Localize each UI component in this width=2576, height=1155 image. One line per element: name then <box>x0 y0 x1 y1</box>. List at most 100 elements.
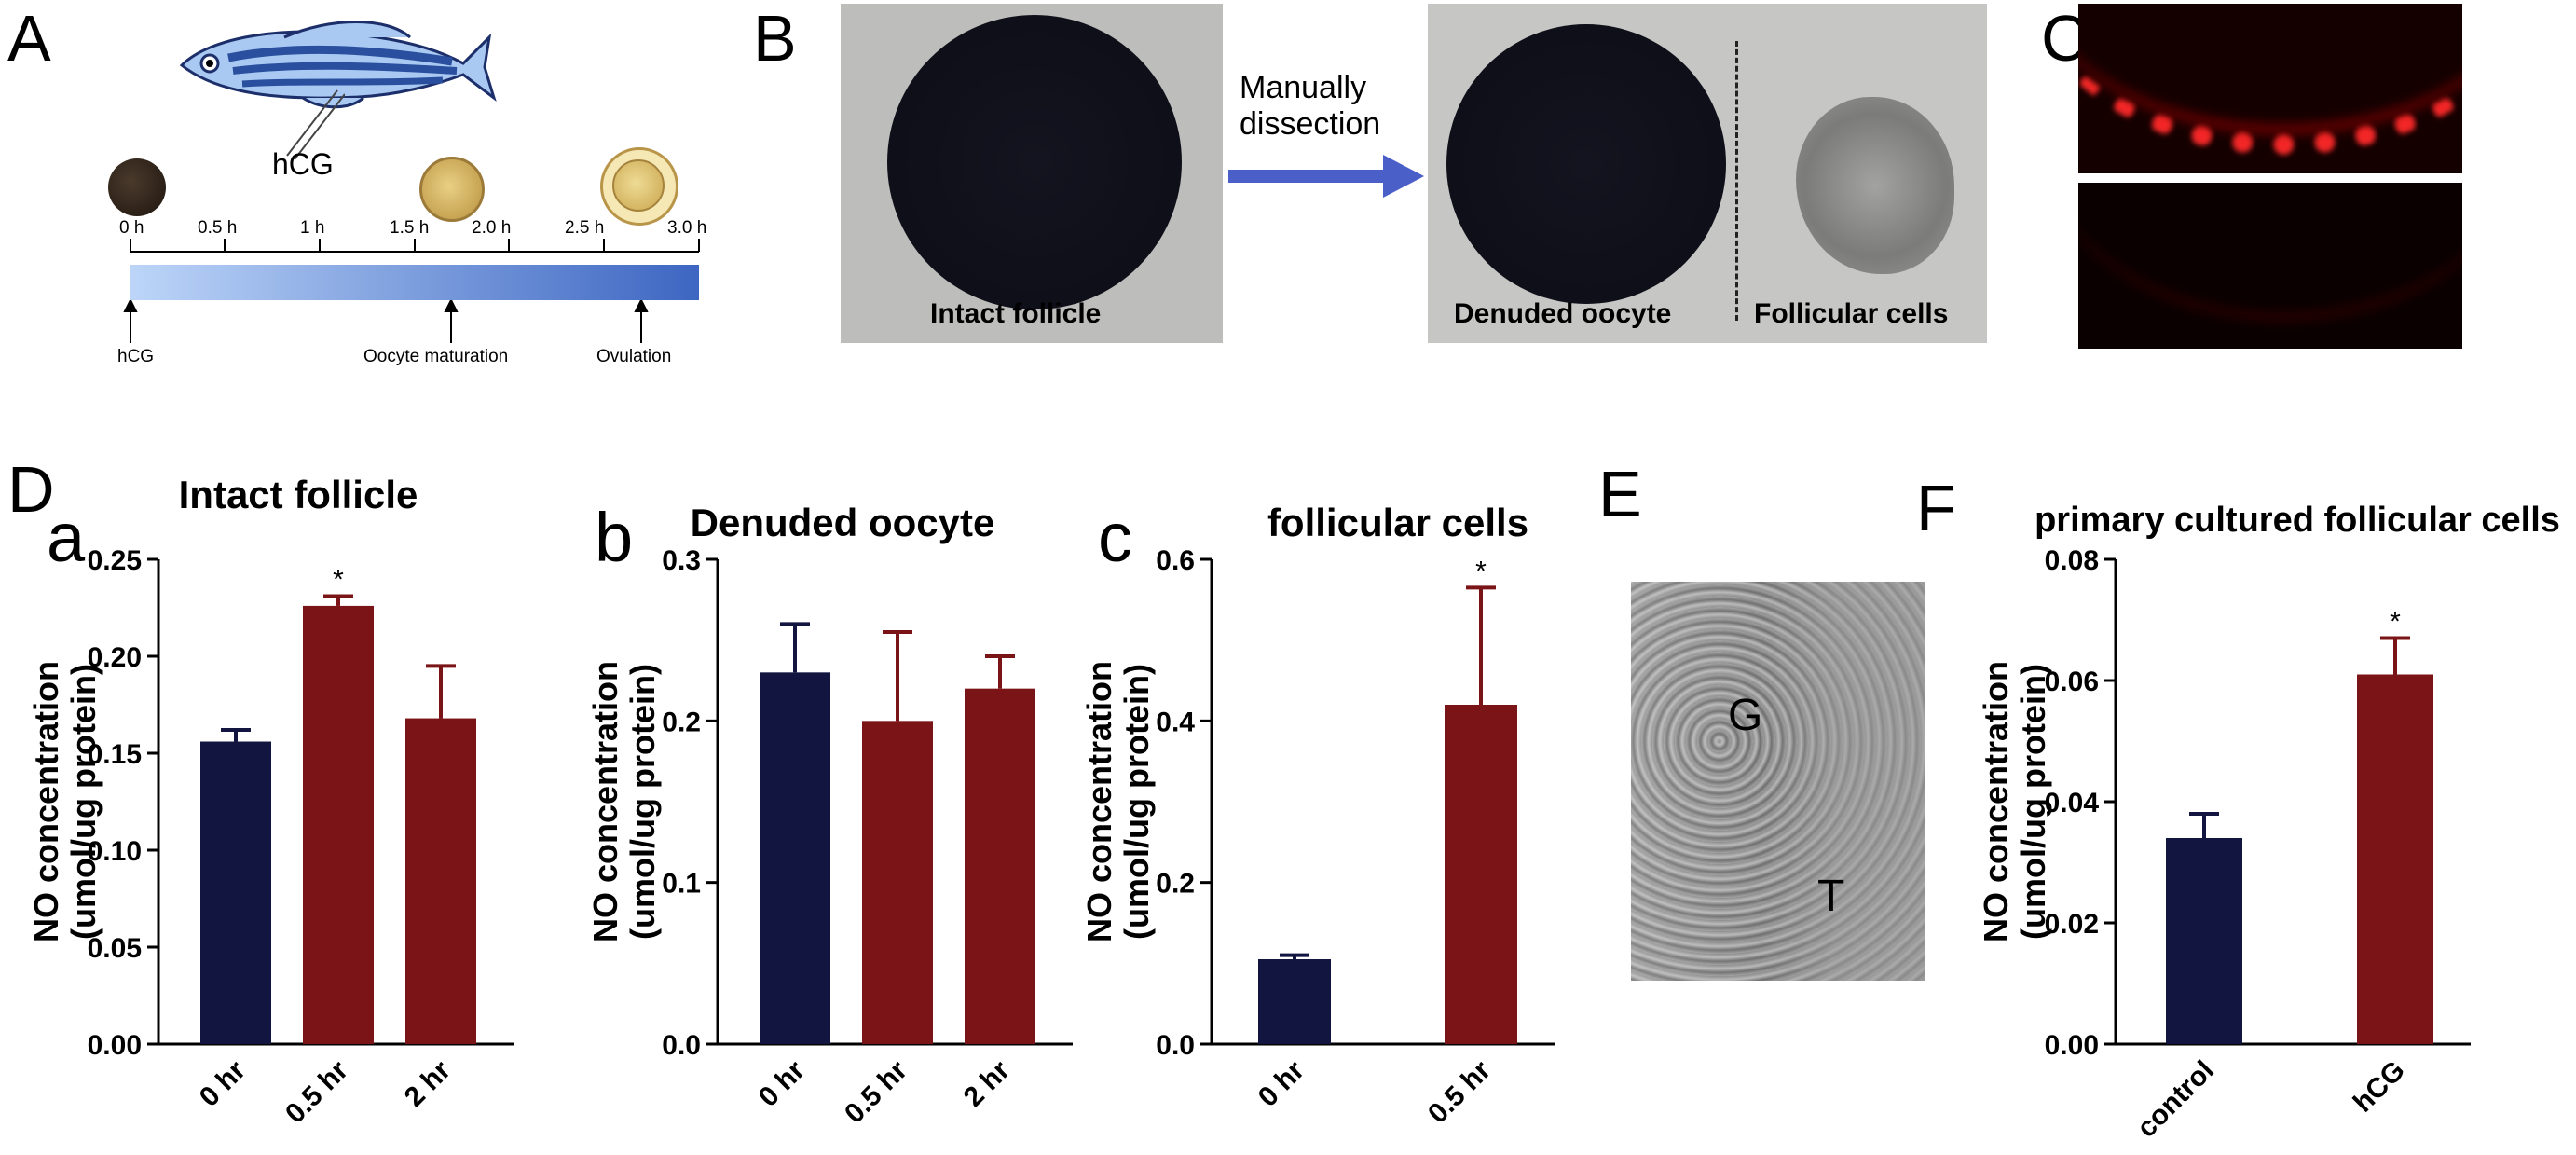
tick-label-1h: 1 h <box>300 218 325 238</box>
y-axis-label-line2: (umol/ug protein) <box>1117 664 1156 940</box>
bar <box>405 718 476 1044</box>
chart-f: primary cultured follicular cells NO conc… <box>1977 501 2560 1144</box>
zebrafish-illustration <box>179 21 497 109</box>
y-tick-label: 0.6 <box>1156 545 1195 576</box>
arrow-label-line2: dissection <box>1240 106 1381 143</box>
bar <box>965 688 1035 1044</box>
x-tick-label-group: 0.5 hr <box>280 1054 354 1129</box>
follicular-cell-layer <box>1796 97 1954 274</box>
chart-b: Denuded oocyte NO concentration (umol/ug p… <box>586 501 1073 1130</box>
x-tick-label-group: 0.5 hr <box>839 1054 913 1129</box>
hcg-label: hCG <box>272 147 334 181</box>
panel-letter-b: B <box>753 2 797 75</box>
event-arrows <box>123 300 649 343</box>
y-tick-label: 0.05 <box>88 933 142 964</box>
maturing-oocyte-icon <box>419 157 485 222</box>
sub-letter-c: c <box>1098 499 1132 576</box>
x-tick-label-group: 0 hr <box>1253 1054 1310 1112</box>
y-tick-label: 0.02 <box>2045 909 2099 940</box>
y-axis-label-line2: (umol/ug protein) <box>623 664 662 940</box>
intact-follicle-label: Intact follicle <box>930 298 1102 329</box>
panel-letter-e: E <box>1598 458 1642 530</box>
y-axis-label: NO concentration (umol/ug protein) <box>1081 661 1156 942</box>
event-label-ovulation: Ovulation <box>596 347 672 366</box>
bar <box>303 605 374 1044</box>
y-axis-label-line2: (umol/ug protein) <box>2014 664 2052 940</box>
immature-oocyte-icon <box>108 158 166 216</box>
x-tick-label: 0 hr <box>753 1054 811 1112</box>
panel-letter-f: F <box>1916 472 1956 544</box>
chart-title: primary cultured follicular cells <box>2035 501 2560 540</box>
panel-letter-d: D <box>7 453 55 526</box>
y-tick-label: 0.20 <box>88 642 142 673</box>
y-tick-label: 0.3 <box>662 545 701 576</box>
y-tick-label: 0.06 <box>2045 667 2099 697</box>
x-tick-label: hCG <box>2348 1055 2411 1119</box>
significance-marker: * <box>2390 607 2401 638</box>
y-tick-label: 0.25 <box>88 545 142 576</box>
photo-divider <box>1735 41 1738 321</box>
x-tick-label-group: hCG <box>2348 1055 2411 1119</box>
y-tick-label: 0.1 <box>662 869 701 900</box>
significance-marker: * <box>1475 556 1487 586</box>
y-tick-label: 0.0 <box>662 1030 701 1061</box>
x-tick-label: 0 hr <box>1253 1054 1310 1112</box>
tick-label-2h: 2.0 h <box>472 218 512 238</box>
y-tick-label: 0.2 <box>662 707 701 737</box>
x-tick-label: 2 hr <box>399 1054 457 1112</box>
hcg-injection-line <box>286 89 345 160</box>
chart-title: Denuded oocyte <box>691 501 995 544</box>
y-axis-label-line1: NO concentration <box>1977 661 2015 942</box>
tick-label-2-5h: 2.5 h <box>565 218 605 238</box>
dissected-follicle-photo: Denuded oocyte Follicular cells <box>1428 4 1987 343</box>
chart-title: Intact follicle <box>179 473 418 516</box>
bar <box>2357 674 2433 1044</box>
event-label-oocyte-maturation: Oocyte maturation <box>363 347 509 366</box>
y-axis-label-line1: NO concentration <box>27 661 65 942</box>
bar <box>1445 705 1517 1044</box>
y-tick-label: 0.4 <box>1156 707 1195 737</box>
timeline-gradient-bar <box>130 265 699 300</box>
follicular-cells-label: Follicular cells <box>1754 298 1949 329</box>
y-tick-label: 0.04 <box>2045 788 2100 818</box>
chart-c: follicular cells NO concentration (umol/ug… <box>1081 501 1555 1130</box>
x-tick-label: 0 hr <box>194 1054 252 1112</box>
x-tick-label: 2 hr <box>958 1054 1016 1112</box>
tick-label-3h: 3.0 h <box>667 218 707 238</box>
y-axis-label-line2: (umol/ug protein) <box>64 664 103 940</box>
arrow-label-line1: Manually <box>1240 70 1367 105</box>
bar <box>862 721 933 1044</box>
chart-a: Intact follicle NO concentration (umol/ug … <box>27 473 514 1130</box>
y-axis-label: NO concentration (umol/ug protein) <box>27 661 103 942</box>
denuded-oocyte-label: Denuded oocyte <box>1454 298 1672 329</box>
event-label-hcg: hCG <box>117 347 155 366</box>
dissection-arrow-label: Manually dissection <box>1240 70 1380 143</box>
y-tick-label: 0.0 <box>1156 1030 1195 1061</box>
significance-marker: * <box>333 565 344 596</box>
chart-title: follicular cells <box>1267 501 1528 544</box>
intact-follicle-photo: Intact follicle <box>841 4 1223 343</box>
y-axis-label-line1: NO concentration <box>586 661 624 942</box>
timeline-axis <box>130 239 700 253</box>
tick-label-1-5h: 1.5 h <box>390 218 430 238</box>
sub-letter-a: a <box>47 499 86 576</box>
x-tick-label-group: 0 hr <box>753 1054 811 1112</box>
panel-letter-a: A <box>7 2 51 75</box>
bar <box>2166 838 2242 1044</box>
bar <box>760 672 830 1044</box>
theca-label: T <box>1817 872 1845 921</box>
x-tick-label: 0.5 hr <box>1422 1054 1497 1129</box>
x-tick-label-group: 2 hr <box>958 1054 1016 1112</box>
granulosa-label: G <box>1728 691 1763 740</box>
y-tick-label: 0.00 <box>2045 1030 2099 1061</box>
ovulated-egg-icon <box>600 147 678 226</box>
x-tick-label: control <box>2131 1055 2220 1144</box>
fluorescence-bottom-photo <box>2078 183 2462 349</box>
y-tick-label: 0.10 <box>88 836 142 867</box>
x-tick-label: 0.5 hr <box>280 1054 354 1129</box>
bar <box>1258 959 1331 1044</box>
tick-label-0-5h: 0.5 h <box>198 218 238 238</box>
y-axis-label-line1: NO concentration <box>1081 661 1118 942</box>
cultured-cells-photo: G T <box>1631 582 1925 981</box>
y-axis-label: NO concentration (umol/ug protein) <box>1977 661 2052 942</box>
